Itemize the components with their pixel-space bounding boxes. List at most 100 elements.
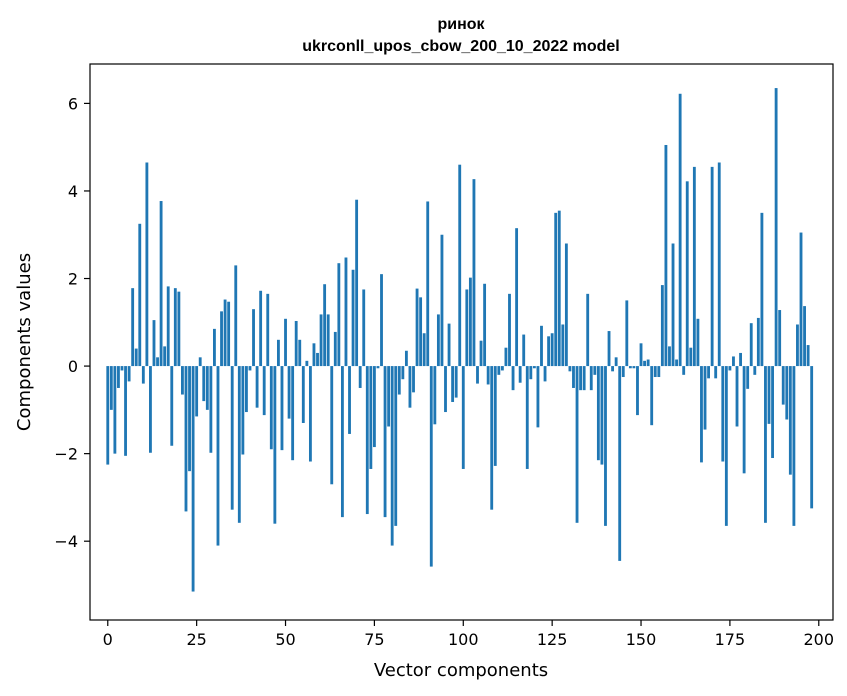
- bar: [707, 366, 710, 379]
- bar: [628, 366, 632, 369]
- bar: [710, 166, 714, 367]
- bar: [522, 334, 526, 367]
- bar: [244, 366, 248, 413]
- bar: [195, 366, 199, 417]
- bar: [678, 93, 682, 367]
- bar: [440, 234, 444, 367]
- bar: [248, 366, 252, 371]
- x-tick-label: 0: [103, 630, 113, 649]
- bar: [515, 228, 519, 367]
- bar: [156, 357, 159, 367]
- bar: [205, 366, 209, 410]
- bar: [778, 310, 782, 367]
- bar: [159, 201, 163, 367]
- chart-title-line1: ринок: [437, 16, 485, 33]
- bar: [276, 339, 280, 367]
- bar: [721, 366, 725, 462]
- bar: [547, 336, 551, 367]
- bar: [291, 366, 295, 461]
- bar: [476, 366, 479, 384]
- bar: [700, 366, 703, 463]
- bar: [348, 366, 351, 434]
- bar: [557, 210, 561, 367]
- y-tick-label: −4: [54, 532, 78, 551]
- bar: [621, 366, 625, 378]
- bar: [344, 257, 348, 367]
- bar: [355, 199, 359, 367]
- bar: [387, 366, 391, 427]
- bar: [241, 366, 245, 455]
- y-axis-ticks: −4 −2 0 2 4 6: [54, 94, 90, 551]
- bar: [415, 288, 419, 367]
- bar: [220, 311, 223, 367]
- bar: [756, 317, 760, 367]
- chart-title-line2: ukrconll_upos_cbow_200_10_2022 model: [302, 38, 619, 55]
- bar: [742, 366, 746, 474]
- bar: [483, 283, 487, 367]
- bar: [252, 309, 255, 367]
- bar: [234, 265, 238, 367]
- x-tick-label: 25: [186, 630, 206, 649]
- bar: [454, 366, 458, 398]
- bar: [447, 323, 451, 367]
- bar: [223, 299, 227, 367]
- plot-frame: [89, 63, 834, 621]
- bar: [198, 357, 202, 367]
- bar: [429, 366, 433, 567]
- bar: [468, 277, 472, 367]
- bar: [550, 333, 554, 367]
- bar: [614, 357, 618, 367]
- bar: [127, 366, 131, 382]
- bar: [426, 201, 430, 367]
- bar: [508, 293, 511, 367]
- bar: [760, 212, 764, 367]
- x-tick-label: 200: [804, 630, 835, 649]
- bar: [660, 285, 664, 367]
- bar: [230, 366, 234, 510]
- x-tick-label: 125: [537, 630, 568, 649]
- bar: [593, 366, 597, 375]
- bar: [124, 366, 127, 456]
- bar: [771, 366, 774, 459]
- bar: [383, 366, 387, 518]
- bar: [671, 243, 675, 367]
- bar: [767, 366, 771, 424]
- bar: [532, 366, 536, 369]
- bar: [579, 366, 583, 391]
- bar: [675, 359, 679, 367]
- bar: [618, 366, 622, 561]
- bar: [668, 346, 671, 367]
- bar: [149, 366, 152, 453]
- bar: [753, 366, 757, 375]
- bar: [117, 366, 120, 388]
- bar: [472, 179, 476, 367]
- bar: [326, 314, 330, 367]
- bar: [298, 339, 302, 367]
- bar: [717, 162, 721, 367]
- x-tick-label: 150: [626, 630, 657, 649]
- bar: [173, 288, 177, 367]
- bar: [657, 366, 661, 378]
- bar: [714, 366, 718, 379]
- bar: [227, 301, 231, 367]
- bar: [262, 366, 266, 416]
- bar: [380, 274, 383, 367]
- bar: [330, 366, 334, 485]
- bar: [561, 324, 565, 367]
- bar: [237, 366, 241, 523]
- bar: [500, 366, 504, 371]
- bar: [803, 306, 806, 367]
- bar: [788, 366, 792, 475]
- bar: [323, 284, 327, 367]
- y-tick-label: 4: [68, 182, 78, 201]
- bar: [269, 366, 273, 450]
- bar: [568, 366, 572, 372]
- bar: [362, 289, 366, 367]
- x-tick-label: 175: [715, 630, 746, 649]
- bar: [543, 366, 547, 382]
- bar: [166, 286, 170, 367]
- bar: [796, 324, 799, 367]
- bar: [152, 320, 156, 367]
- x-tick-label: 50: [275, 630, 295, 649]
